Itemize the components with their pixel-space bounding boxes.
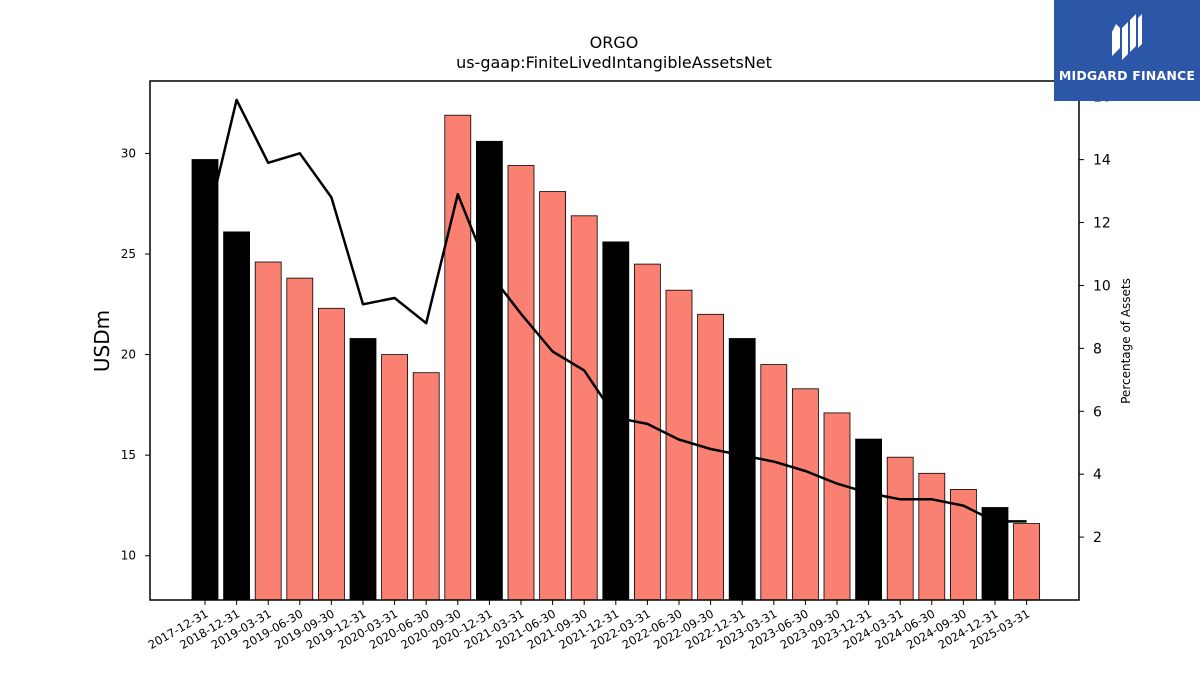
midgard-logo: MIDGARD FINANCE [1054, 0, 1200, 101]
bar-2020-06-30 [412, 372, 440, 601]
bar-2024-06-30 [918, 472, 946, 601]
y2-tick-label: 10 [1093, 278, 1111, 294]
bar-2023-12-31 [855, 438, 882, 601]
y2-tick-label: 8 [1093, 341, 1102, 357]
bar-2020-03-31 [381, 354, 409, 601]
y-axis-label: USDm [90, 310, 114, 372]
bar-2021-09-30 [570, 215, 598, 601]
bar-2019-12-31 [349, 338, 377, 601]
bar-2024-03-31 [886, 456, 914, 601]
bar-2023-03-31 [760, 364, 788, 601]
y2-tick-label: 14 [1093, 153, 1111, 169]
x-axis-ticks: 2017-12-312018-12-312019-03-312019-06-30… [146, 600, 1032, 652]
bar-2024-09-30 [950, 488, 977, 601]
bar-2025-03-31 [1013, 523, 1040, 601]
y-tick-label: 30 [121, 146, 136, 160]
chart-subtitle: us-gaap:FiniteLivedIntangibleAssetsNet [456, 53, 772, 72]
bar-2023-09-30 [823, 412, 851, 601]
y-tick-label: 10 [121, 549, 136, 563]
midgard-logo-icon [1112, 14, 1142, 60]
bar-2020-12-31 [475, 140, 503, 601]
bar-2022-03-31 [634, 263, 661, 601]
bar-2024-12-31 [981, 507, 1009, 601]
y-tick-label: 20 [121, 348, 136, 362]
bar-2019-06-30 [286, 277, 314, 601]
y-tick-label: 25 [121, 247, 136, 261]
percentage-line [203, 98, 1027, 523]
bar-2022-12-31 [728, 338, 756, 601]
chart-title: ORGO [590, 33, 639, 52]
bar-2019-03-31 [254, 261, 282, 601]
y2-tick-label: 4 [1093, 467, 1102, 483]
bar-2021-03-31 [507, 165, 535, 601]
plot-frame [149, 80, 1080, 601]
y-tick-label: 15 [121, 448, 136, 462]
bars-group [191, 114, 1040, 601]
bar-2020-09-30 [444, 114, 472, 601]
bar-2021-12-31 [602, 241, 630, 601]
y2-axis-ticks: 246810121416 [1079, 90, 1111, 546]
line-group [203, 98, 1027, 523]
bar-2022-09-30 [697, 313, 724, 601]
y2-tick-label: 6 [1093, 404, 1102, 420]
bar-2019-09-30 [317, 307, 345, 601]
bar-2018-12-31 [223, 231, 251, 601]
y2-axis-label: Percentage of Assets [1119, 278, 1133, 404]
y-axis-ticks: 10 15 20 25 30 [121, 146, 150, 563]
logo-text: MIDGARD FINANCE [1058, 68, 1196, 83]
bar-2017-12-31 [191, 159, 219, 601]
bar-2023-06-30 [792, 388, 819, 601]
bar-2022-06-30 [665, 289, 693, 601]
y2-tick-label: 12 [1093, 216, 1111, 232]
y2-tick-label: 2 [1093, 530, 1102, 546]
bar-2021-06-30 [539, 191, 566, 601]
